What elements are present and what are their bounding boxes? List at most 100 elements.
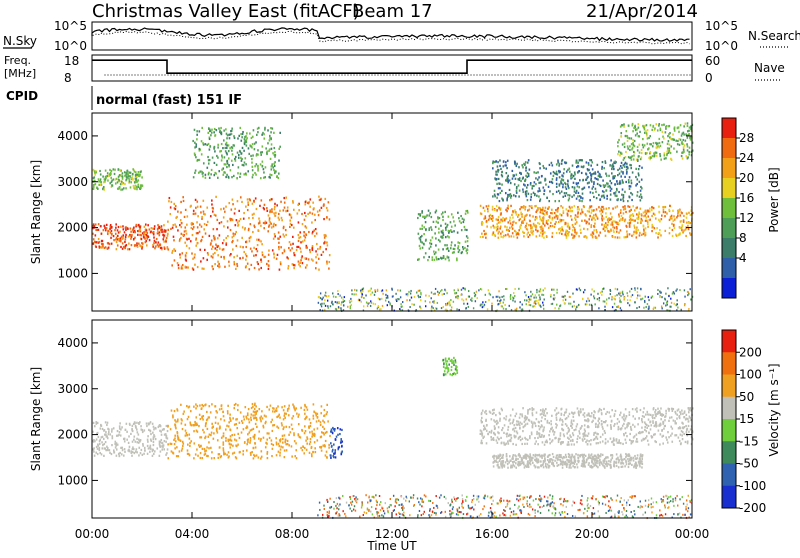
scatter-point — [114, 173, 116, 175]
scatter-point — [567, 180, 569, 182]
scatter-point — [629, 188, 631, 190]
scatter-point — [296, 249, 298, 251]
scatter-point — [485, 420, 487, 422]
scatter-point — [532, 230, 534, 232]
scatter-point — [485, 294, 486, 296]
scatter-point — [550, 172, 552, 174]
scatter-point — [211, 403, 213, 405]
scatter-point — [497, 226, 499, 228]
scatter-point — [445, 360, 447, 362]
scatter-point — [122, 172, 124, 174]
scatter-point — [605, 173, 607, 175]
scatter-point — [250, 452, 252, 454]
scatter-point — [630, 426, 632, 428]
scatter-point — [240, 173, 242, 175]
scatter-point — [214, 150, 216, 152]
scatter-point — [621, 162, 623, 164]
scatter-point — [207, 156, 209, 158]
scatter-point — [324, 234, 326, 236]
scatter-point — [550, 225, 552, 227]
scatter-point — [616, 188, 618, 190]
scatter-point — [535, 205, 537, 207]
scatter-point — [374, 294, 375, 296]
scatter-point — [320, 303, 321, 305]
scatter-point — [567, 213, 569, 215]
scatter-point — [324, 421, 326, 423]
scatter-point — [147, 445, 149, 447]
scatter-point — [256, 239, 258, 241]
freq-series — [92, 60, 692, 73]
scatter-point — [557, 215, 559, 217]
scatter-point — [100, 184, 102, 186]
scatter-point — [488, 289, 489, 291]
scatter-point — [251, 451, 253, 453]
scatter-point — [333, 443, 335, 445]
scatter-point — [307, 213, 309, 215]
scatter-point — [686, 217, 688, 219]
scatter-point — [607, 424, 609, 426]
scatter-point — [115, 178, 117, 180]
scatter-point — [529, 169, 531, 171]
scatter-point — [284, 207, 286, 209]
scatter-point — [639, 151, 641, 153]
scatter-point — [554, 223, 556, 225]
scatter-point — [135, 426, 137, 428]
scatter-point — [318, 269, 320, 271]
scatter-point — [528, 296, 529, 298]
scatter-point — [634, 145, 636, 147]
scatter-point — [273, 147, 275, 149]
scatter-point — [491, 303, 492, 305]
scatter-point — [136, 422, 138, 424]
scatter-point — [537, 207, 539, 209]
scatter-point — [304, 425, 306, 427]
scatter-point — [225, 237, 227, 239]
scatter-point — [335, 296, 336, 298]
scatter-point — [252, 203, 254, 205]
scatter-point — [136, 448, 138, 450]
scatter-point — [195, 213, 197, 215]
scatter-point — [574, 188, 576, 190]
scatter-point — [297, 204, 299, 206]
scatter-point — [354, 289, 355, 291]
scatter-point — [214, 263, 216, 265]
scatter-point — [246, 241, 248, 243]
scatter-point — [296, 246, 298, 248]
scatter-point — [213, 432, 215, 434]
scatter-point — [108, 433, 110, 435]
scatter-point — [498, 216, 500, 218]
scatter-point — [652, 206, 654, 208]
scatter-point — [342, 299, 343, 301]
scatter-point — [144, 238, 146, 240]
scatter-point — [113, 449, 115, 451]
scatter-point — [158, 241, 160, 243]
scatter-point — [406, 299, 407, 301]
scatter-point — [255, 423, 257, 425]
scatter-point — [146, 422, 148, 424]
scatter-point — [492, 208, 494, 210]
scatter-point — [332, 432, 334, 434]
scatter-point — [260, 267, 262, 269]
scatter-point — [251, 158, 253, 160]
scatter-point — [433, 307, 434, 309]
scatter-point — [620, 218, 622, 220]
scatter-point — [222, 441, 224, 443]
scatter-point — [276, 407, 278, 409]
scatter-point — [623, 123, 625, 125]
scatter-point — [320, 421, 322, 423]
scatter-point — [361, 296, 362, 298]
scatter-point — [613, 168, 615, 170]
scatter-point — [515, 309, 516, 311]
scatter-point — [532, 293, 533, 295]
scatter-point — [544, 231, 546, 233]
scatter-point — [186, 245, 188, 247]
scatter-point — [510, 298, 511, 300]
scatter-point — [651, 230, 653, 232]
scatter-point — [125, 187, 127, 189]
scatter-point — [325, 241, 327, 243]
scatter-point — [629, 222, 631, 224]
scatter-point — [610, 159, 612, 161]
scatter-point — [639, 181, 641, 183]
scatter-point — [512, 178, 514, 180]
scatter-point — [531, 227, 533, 229]
scatter-point — [231, 434, 233, 436]
